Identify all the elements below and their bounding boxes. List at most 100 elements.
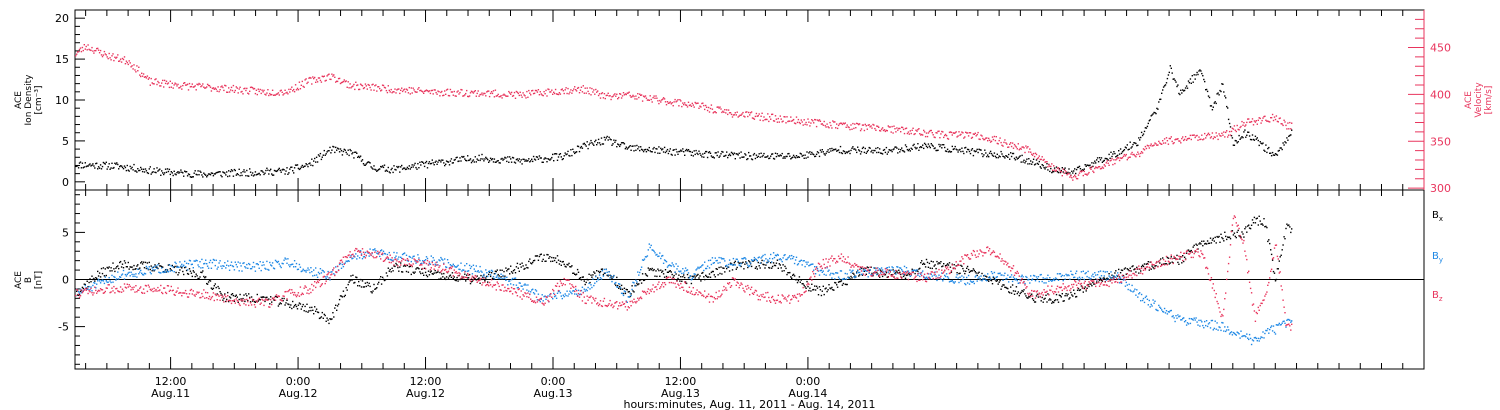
- density-point: [205, 174, 207, 176]
- density-point: [228, 170, 230, 172]
- by-point: [767, 259, 769, 261]
- velocity-point: [270, 94, 272, 96]
- velocity-point: [600, 92, 603, 95]
- bx-point: [806, 280, 808, 283]
- bx-point: [723, 267, 725, 269]
- bx-point: [685, 282, 688, 285]
- velocity-point: [1040, 158, 1042, 161]
- density-point: [686, 150, 689, 152]
- bx-point: [1154, 265, 1156, 267]
- by-point: [294, 266, 297, 268]
- by-point: [270, 264, 272, 266]
- velocity-point: [629, 94, 631, 97]
- bx-point: [619, 288, 622, 290]
- bx-point: [804, 286, 806, 288]
- bx-point: [1281, 249, 1283, 251]
- velocity-point: [88, 48, 90, 51]
- bx-point: [131, 266, 133, 268]
- bx-point: [644, 273, 647, 275]
- by-point: [881, 269, 884, 271]
- by-point: [666, 266, 669, 268]
- velocity-point: [848, 126, 850, 129]
- bx-point: [162, 266, 164, 268]
- density-point: [896, 147, 898, 149]
- bx-point: [1291, 228, 1293, 230]
- density-point: [971, 148, 974, 150]
- velocity-point: [519, 91, 521, 93]
- by-point: [208, 261, 211, 264]
- velocity-point: [591, 87, 593, 90]
- density-point: [758, 153, 760, 155]
- density-point: [834, 148, 836, 151]
- velocity-point: [93, 52, 95, 54]
- density-point: [283, 169, 285, 171]
- density-point: [476, 158, 478, 160]
- bx-point: [285, 302, 287, 304]
- density-point: [1113, 151, 1115, 153]
- by-point: [457, 264, 459, 267]
- velocity-point: [747, 115, 749, 118]
- density-point: [1178, 92, 1180, 95]
- density-point: [649, 150, 651, 152]
- bx-point: [1114, 272, 1116, 274]
- bx-point: [1204, 243, 1206, 245]
- bx-point: [1269, 242, 1271, 245]
- by-point: [647, 249, 649, 251]
- bx-point: [879, 269, 882, 271]
- velocity-point: [407, 92, 410, 94]
- density-point: [1066, 172, 1068, 174]
- by-point: [664, 260, 667, 262]
- bx-point: [743, 268, 745, 270]
- bx-point: [637, 284, 639, 286]
- by-point: [547, 295, 549, 297]
- by-point: [88, 285, 90, 288]
- bx-point: [433, 272, 435, 274]
- velocity-point: [186, 83, 189, 85]
- density-point: [309, 162, 311, 164]
- by-point: [380, 249, 383, 251]
- bx-point: [288, 303, 290, 306]
- velocity-point: [267, 89, 269, 91]
- by-point: [175, 262, 177, 265]
- velocity-point: [735, 114, 737, 116]
- by-point: [438, 259, 440, 261]
- density-point: [782, 157, 784, 159]
- velocity-point: [476, 92, 478, 95]
- density-point: [695, 149, 697, 152]
- velocity-point: [344, 80, 346, 83]
- bx-point: [868, 269, 870, 271]
- velocity-point: [1210, 136, 1213, 138]
- bx-point: [154, 264, 156, 266]
- density-point: [849, 152, 851, 155]
- bx-point: [289, 306, 291, 308]
- density-point: [983, 154, 985, 156]
- bx-point: [926, 261, 929, 264]
- velocity-point: [217, 86, 219, 88]
- by-point: [327, 270, 329, 273]
- density-point: [815, 153, 818, 155]
- bx-point: [428, 274, 431, 276]
- velocity-point: [431, 89, 433, 92]
- velocity-point: [259, 88, 261, 91]
- density-point: [922, 144, 924, 146]
- by-point: [230, 261, 233, 263]
- density-point: [720, 153, 722, 155]
- density-point: [346, 153, 348, 155]
- by-point: [352, 257, 354, 259]
- density-point: [290, 166, 292, 168]
- density-point: [709, 152, 712, 154]
- density-point: [143, 171, 146, 173]
- velocity-point: [1164, 142, 1167, 144]
- density-point: [120, 165, 123, 167]
- by-point: [333, 273, 335, 275]
- by-point: [849, 269, 851, 271]
- density-point: [324, 154, 326, 156]
- density-point: [740, 151, 742, 153]
- bx-point: [511, 272, 514, 274]
- bx-point: [1276, 268, 1279, 270]
- bx-point: [929, 267, 931, 269]
- density-point: [1077, 166, 1080, 168]
- bx-point: [849, 278, 851, 280]
- by-point: [298, 263, 301, 266]
- bx-point: [1120, 269, 1123, 271]
